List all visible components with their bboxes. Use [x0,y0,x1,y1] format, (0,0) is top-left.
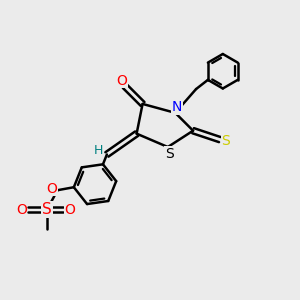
Text: O: O [16,202,27,217]
Text: S: S [42,202,52,217]
Text: O: O [47,182,58,196]
Text: N: N [172,100,182,115]
Text: S: S [221,134,230,148]
Text: S: S [165,147,174,160]
Text: O: O [116,74,127,88]
Text: H: H [93,144,103,158]
Text: O: O [64,202,75,217]
